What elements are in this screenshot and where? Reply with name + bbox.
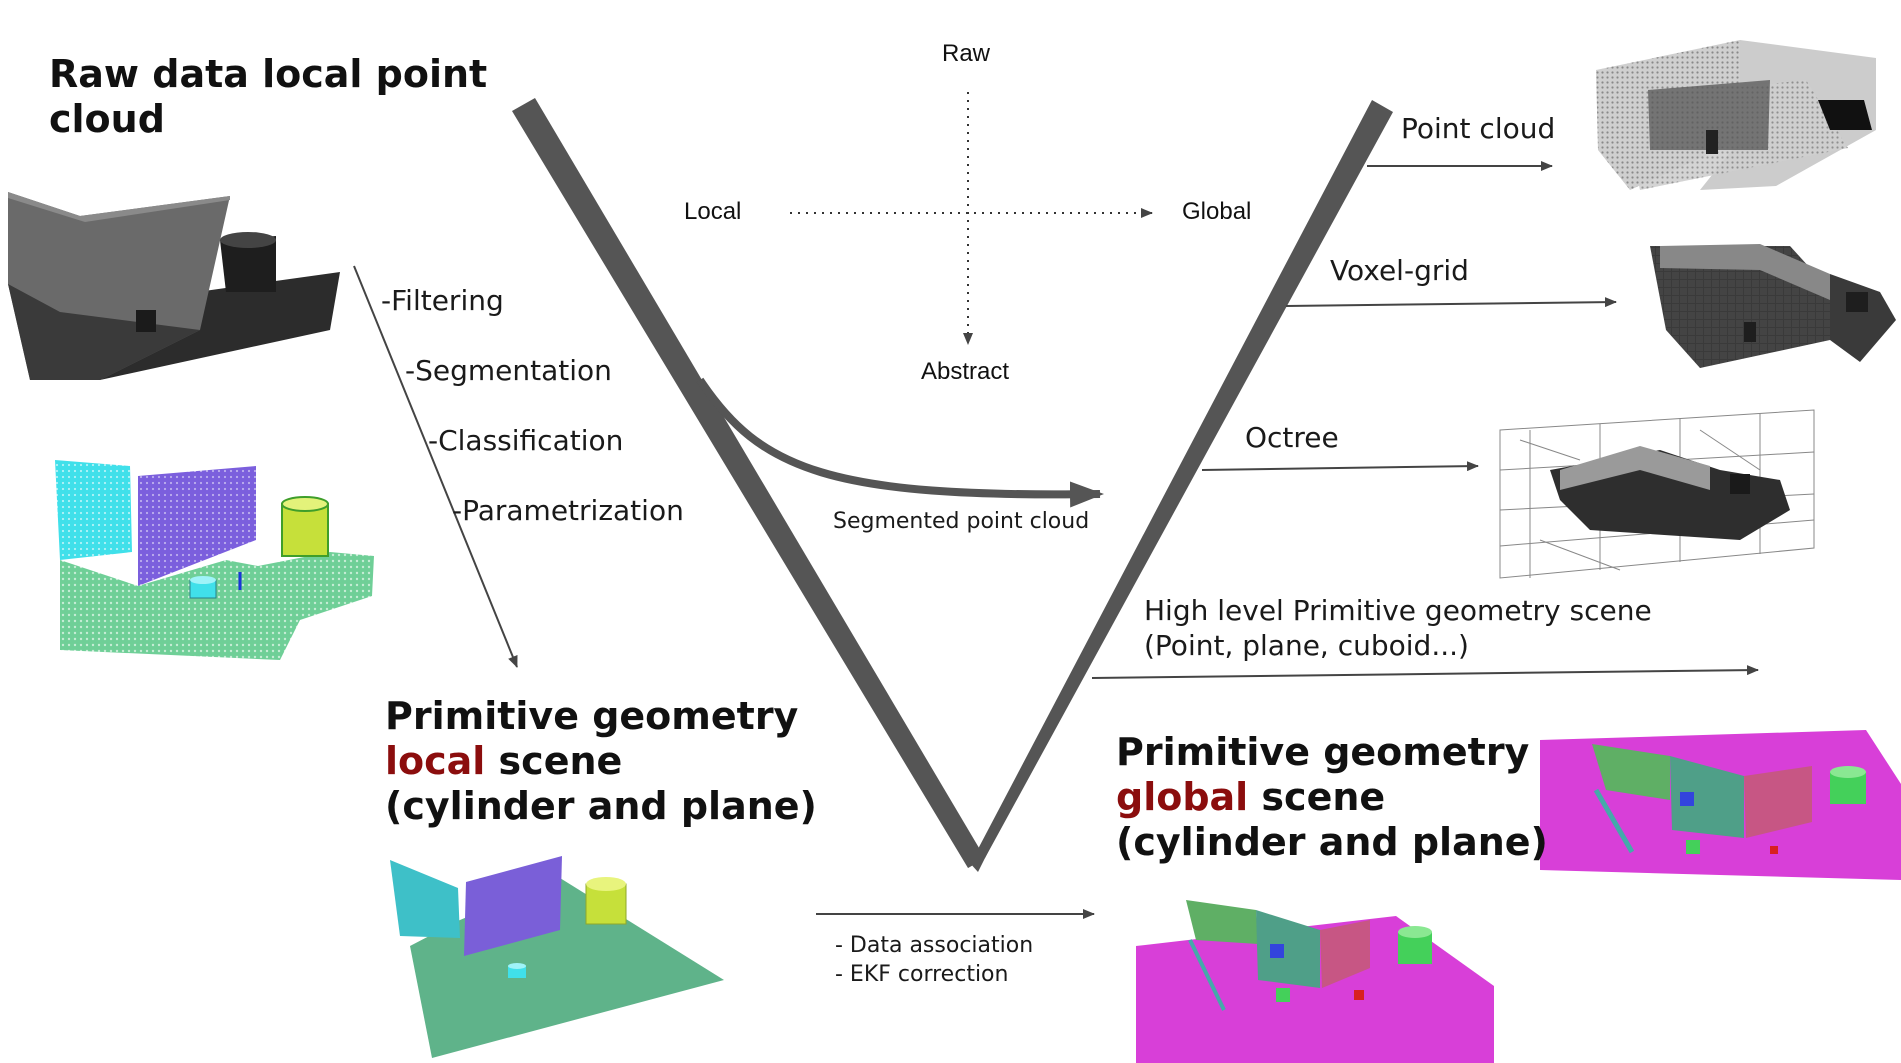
local-scene-heading: Primitive geometry local scene (cylinder… [385,694,817,829]
point-cloud-thumbnail [1596,40,1876,190]
octree-arrow [1201,461,1479,472]
label-point-cloud: Point cloud [1401,112,1556,145]
axis-label-global: Global [1182,198,1252,225]
raw-data-heading-line2: cloud [49,97,165,141]
segmented-point-cloud-render [55,460,374,660]
step-filtering: -Filtering [381,284,504,317]
local-accent-word: local [385,739,486,783]
global-scene-word: scene [1248,775,1386,819]
label-segmented-point-cloud: Segmented point cloud [833,509,1090,534]
global-accent-word: global [1116,775,1249,819]
segmented-curve-arrow [696,377,1104,508]
local-scene-heading-line3: (cylinder and plane) [385,784,817,828]
global-scene-heading-line3: (cylinder and plane) [1116,820,1548,864]
raw-data-heading: Raw data local point cloud [49,52,487,142]
local-scene-word: scene [485,739,623,783]
axis-label-local: Local [684,198,742,225]
global-scene-heading: Primitive geometry global scene (cylinde… [1116,730,1548,865]
voxel-grid-thumbnail [1650,244,1896,368]
raw-data-heading-line1: Raw data local point [49,52,488,96]
global-scene-heading-line2: global scene [1116,775,1548,820]
raw-depth-render [8,192,340,380]
step-classification: -Classification [428,424,624,457]
axis-label-raw: Raw [942,40,991,67]
local-scene-heading-line2: local scene [385,739,817,784]
global-scene-heading-line1: Primitive geometry [1116,730,1530,774]
high-level-arrow [1091,665,1759,679]
v-shape [512,98,1393,872]
label-octree: Octree [1245,421,1339,454]
label-high-level-line1: High level Primitive geometry scene [1144,594,1652,627]
processing-arrow [353,265,518,668]
voxel-grid-arrow [1285,297,1617,308]
label-high-level-line2: (Point, plane, cuboid...) [1144,629,1469,662]
step-segmentation: -Segmentation [405,354,612,387]
axis-label-abstract: Abstract [921,358,1010,385]
fusion-step-data-association: - Data association [835,933,1034,958]
octree-thumbnail [1499,409,1815,579]
local-primitive-scene [390,856,724,1058]
global-primitive-scene-bottom [1136,900,1494,1063]
fusion-step-ekf: - EKF correction [835,962,1009,987]
label-voxel-grid: Voxel-grid [1330,254,1469,287]
global-primitive-scene-right [1540,730,1901,880]
step-parametrization: -Parametrization [452,494,684,527]
local-scene-heading-line1: Primitive geometry [385,694,799,738]
